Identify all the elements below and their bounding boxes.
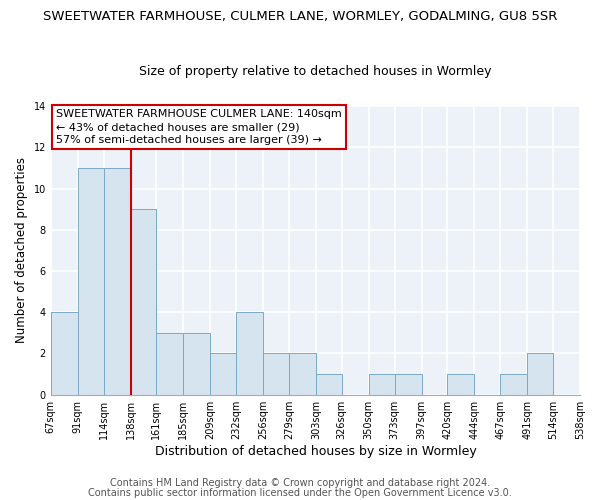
Text: SWEETWATER FARMHOUSE, CULMER LANE, WORMLEY, GODALMING, GU8 5SR: SWEETWATER FARMHOUSE, CULMER LANE, WORML… <box>43 10 557 23</box>
Y-axis label: Number of detached properties: Number of detached properties <box>15 158 28 344</box>
Bar <box>500 374 527 394</box>
Bar <box>236 312 263 394</box>
Bar <box>289 354 316 395</box>
Bar <box>395 374 422 394</box>
Text: Contains HM Land Registry data © Crown copyright and database right 2024.: Contains HM Land Registry data © Crown c… <box>110 478 490 488</box>
Bar <box>448 374 475 394</box>
X-axis label: Distribution of detached houses by size in Wormley: Distribution of detached houses by size … <box>155 444 476 458</box>
Bar <box>157 333 184 394</box>
Bar <box>131 209 157 394</box>
Bar <box>104 168 131 394</box>
Bar <box>369 374 395 394</box>
Title: Size of property relative to detached houses in Wormley: Size of property relative to detached ho… <box>139 66 491 78</box>
Bar <box>316 374 342 394</box>
Bar <box>527 354 553 395</box>
Bar <box>211 354 236 395</box>
Bar <box>78 168 104 394</box>
Bar <box>184 333 211 394</box>
Bar <box>263 354 289 395</box>
Text: Contains public sector information licensed under the Open Government Licence v3: Contains public sector information licen… <box>88 488 512 498</box>
Text: SWEETWATER FARMHOUSE CULMER LANE: 140sqm
← 43% of detached houses are smaller (2: SWEETWATER FARMHOUSE CULMER LANE: 140sqm… <box>56 109 342 146</box>
Bar <box>51 312 78 394</box>
